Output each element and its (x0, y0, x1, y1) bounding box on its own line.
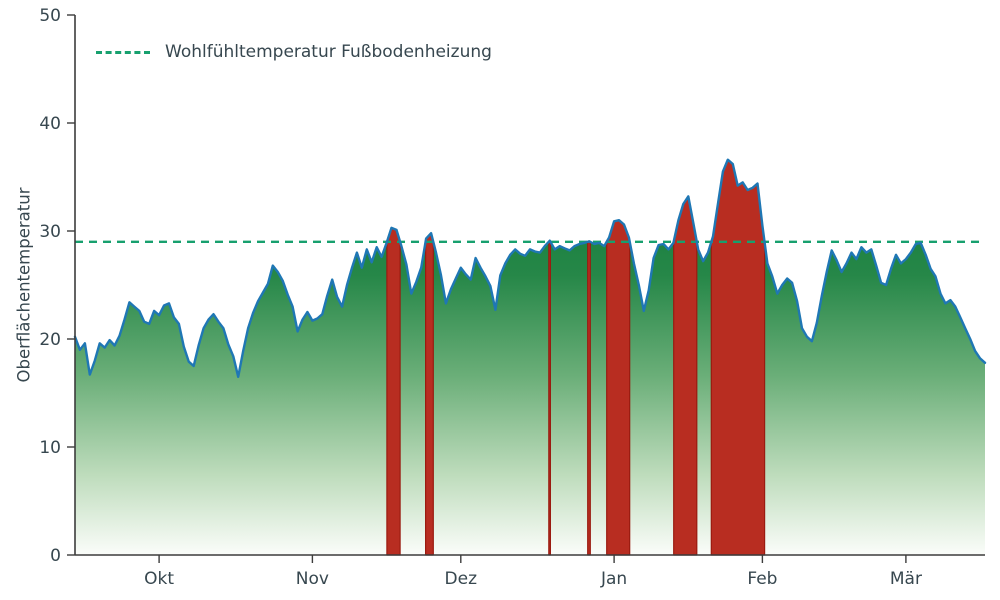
svg-text:Nov: Nov (296, 569, 329, 589)
svg-text:Mär: Mär (890, 569, 922, 589)
svg-text:Dez: Dez (445, 569, 478, 589)
svg-text:50: 50 (39, 6, 61, 26)
svg-text:40: 40 (39, 114, 61, 134)
svg-text:Jan: Jan (600, 569, 627, 589)
svg-text:Okt: Okt (144, 569, 174, 589)
svg-text:20: 20 (39, 330, 61, 350)
legend: Wohlfühltemperatur Fußbodenheizung (96, 42, 492, 62)
svg-text:Feb: Feb (747, 569, 777, 589)
svg-text:10: 10 (39, 438, 61, 458)
svg-text:30: 30 (39, 222, 61, 242)
svg-text:0: 0 (50, 546, 61, 566)
y-axis-label: Oberflächentemperatur (14, 187, 34, 383)
legend-dash-icon (96, 50, 150, 54)
legend-label: Wohlfühltemperatur Fußbodenheizung (165, 42, 492, 62)
